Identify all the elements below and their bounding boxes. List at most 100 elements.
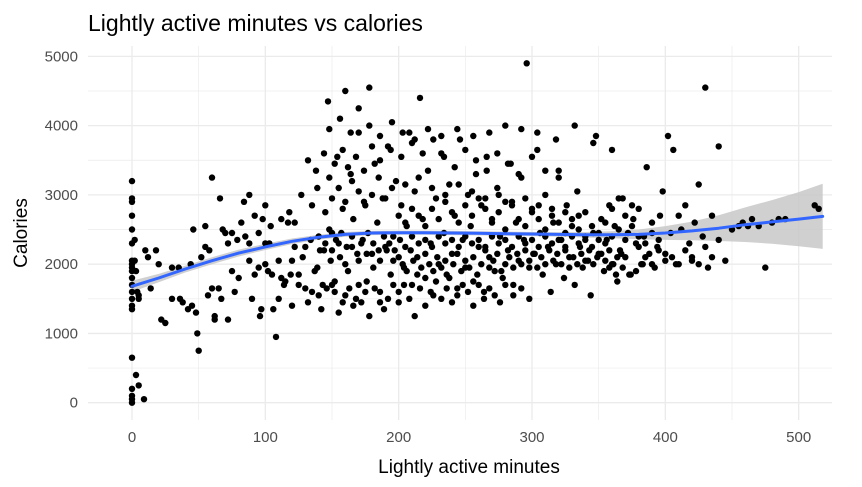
data-point [395,299,402,306]
data-point [628,202,636,209]
data-point [534,264,541,271]
data-point [702,84,709,91]
data-point [262,261,269,268]
data-point [438,264,445,271]
data-point [470,132,477,140]
data-point [510,281,517,289]
data-point [135,295,142,302]
data-point [408,205,416,212]
data-point [595,236,602,244]
data-point [448,236,456,244]
data-point [675,212,682,219]
data-point [288,302,296,309]
data-point [132,371,140,379]
data-point [395,288,402,296]
data-point [344,164,352,171]
data-point [472,157,480,164]
data-point [246,240,253,247]
data-point [204,292,212,299]
data-point [411,312,418,320]
data-point [442,257,449,264]
data-point [422,302,429,309]
data-point [320,247,328,254]
y-axis-title: Calories [11,198,32,268]
data-point [262,240,269,247]
data-point [762,264,769,271]
data-point [347,129,354,136]
data-point [128,212,136,219]
data-point [563,202,570,209]
data-point [392,177,400,185]
data-point [506,254,513,261]
data-point [291,243,298,251]
smooth-line-path [130,214,825,288]
data-point [322,209,329,216]
data-point [455,219,462,226]
data-point [432,195,440,202]
data-point [566,264,573,271]
confidence-band-area [132,183,823,292]
data-point [366,84,373,91]
data-point [455,243,462,251]
data-point [343,243,350,251]
data-point [410,257,417,264]
data-point [246,257,253,264]
data-point [336,115,344,122]
data-point [128,385,136,392]
data-point [664,132,672,140]
data-point [370,240,377,247]
data-point [590,261,597,268]
chart-title: Lightly active minutes vs calories [88,10,423,36]
data-point [142,247,149,254]
data-point [534,146,541,154]
data-point [248,295,256,302]
data-point [371,285,378,292]
data-point [391,247,398,254]
data-point [571,122,578,129]
data-point [208,174,216,181]
data-point [406,295,413,302]
data-point [350,215,357,223]
data-point [326,125,333,133]
data-point [446,274,453,282]
data-point [815,205,822,212]
data-point [128,399,136,406]
smooth-line [130,214,825,288]
data-point [268,271,276,278]
data-point [704,264,712,271]
data-point [502,198,509,205]
data-point [522,240,529,247]
data-point [408,233,416,240]
data-point [642,254,649,261]
data-point [224,240,232,247]
data-point [526,257,533,264]
data-point [368,143,376,150]
data-point [480,295,488,302]
data-point [448,209,456,216]
data-point [480,288,488,296]
data-point [219,226,226,233]
data-point [312,167,320,174]
data-point [399,129,406,136]
data-point [360,167,368,174]
data-point [552,136,560,143]
data-point [450,261,457,268]
data-point [615,195,622,202]
data-point [128,274,136,282]
data-point [522,247,529,254]
data-point [238,219,245,226]
data-point [523,60,530,67]
data-point [622,212,629,219]
data-point [387,146,394,154]
data-point [488,219,496,226]
data-point [526,264,533,271]
data-point [371,160,378,167]
data-point [628,222,636,230]
data-point [347,170,354,178]
data-point [455,181,462,188]
data-point [662,250,669,257]
data-point [403,267,410,275]
data-point [578,250,585,257]
data-point [475,195,482,202]
data-point [251,271,258,278]
